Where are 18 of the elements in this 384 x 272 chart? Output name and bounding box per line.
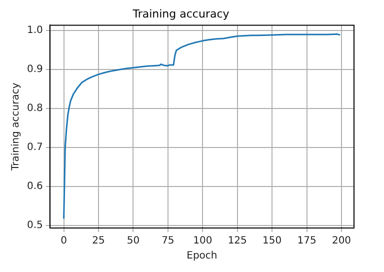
x-tick-label: 50 xyxy=(126,236,140,247)
x-tick-label: 200 xyxy=(332,236,352,247)
y-tick-label: 0.6 xyxy=(26,180,43,192)
x-tick-label: 175 xyxy=(297,236,316,247)
y-tick-label: 0.9 xyxy=(26,64,43,75)
x-tick-label: 0 xyxy=(60,236,67,247)
y-axis-title: Training accuracy xyxy=(10,82,22,172)
x-axis-title: Epoch xyxy=(186,250,218,262)
x-tick-label: 125 xyxy=(228,236,247,247)
x-tick-label: 100 xyxy=(193,236,212,247)
y-tick-label: 0.7 xyxy=(26,142,43,153)
x-tick-label: 25 xyxy=(92,236,105,247)
y-tick-label: 1.0 xyxy=(26,24,43,36)
y-tick-label: 0.8 xyxy=(26,102,43,114)
x-tick-label: 75 xyxy=(162,236,174,247)
y-tick-label: 0.5 xyxy=(26,220,43,231)
x-tick-label: 150 xyxy=(262,236,282,247)
chart-title: Training accuracy xyxy=(132,7,230,20)
